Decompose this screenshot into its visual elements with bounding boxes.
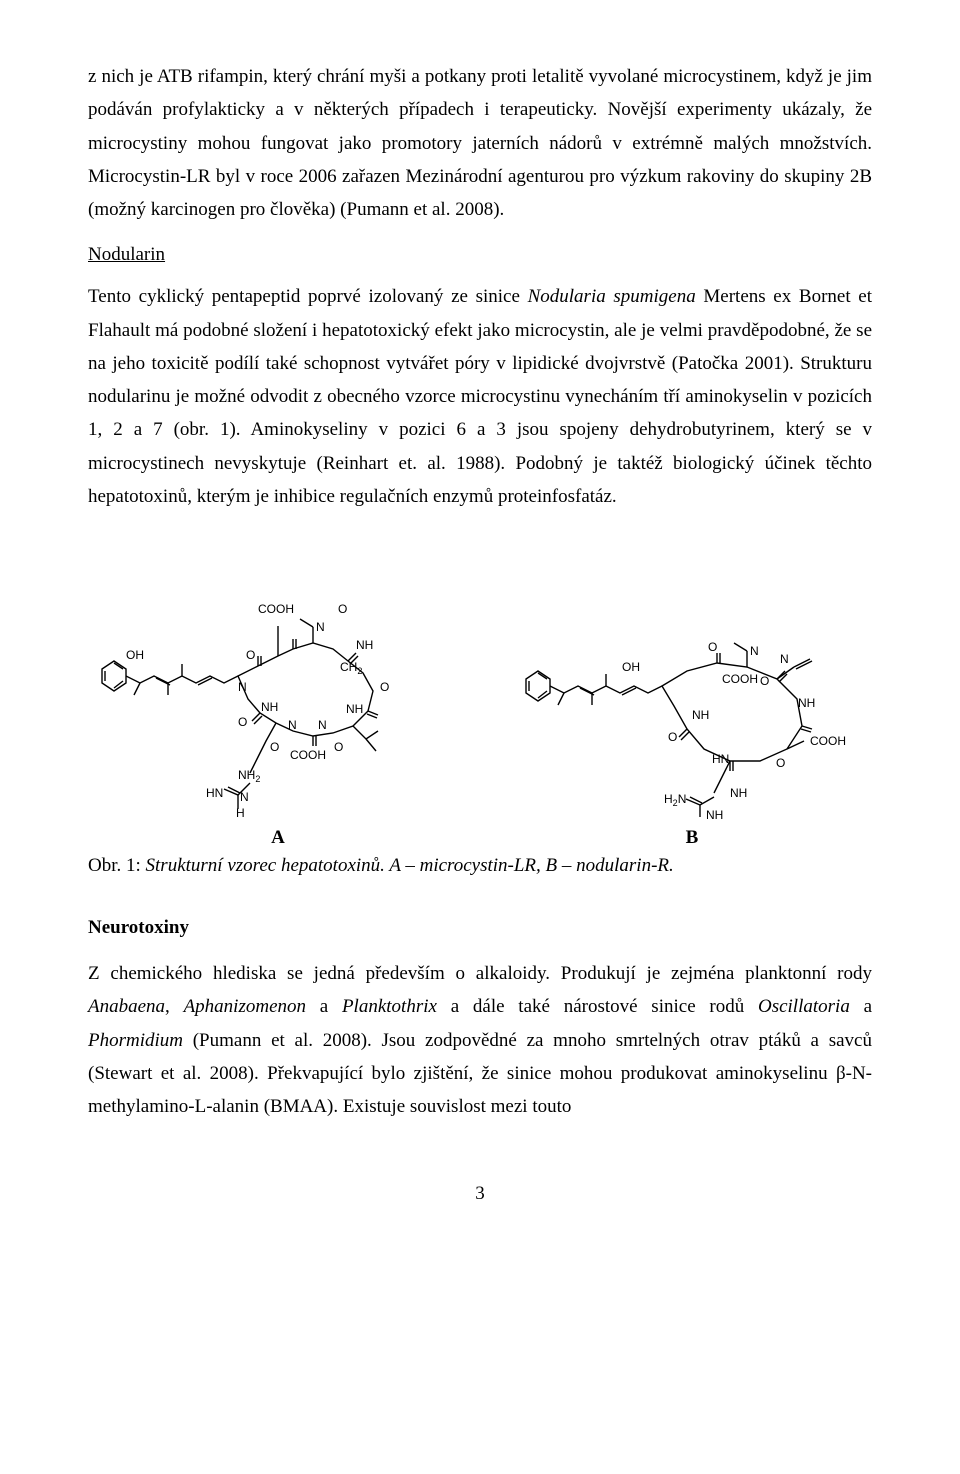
chem-label-o-lb: O bbox=[668, 730, 677, 744]
chem-label-nh-b2: NH bbox=[692, 708, 709, 722]
chem-label-n-top: N bbox=[316, 620, 325, 634]
chem-label-h: H bbox=[236, 806, 245, 820]
chem-label-o-l: O bbox=[238, 715, 247, 729]
page-number: 3 bbox=[88, 1183, 872, 1205]
para3-e: a bbox=[306, 996, 342, 1017]
para2-text-a: Tento cyklický pentapeptid poprvé izolov… bbox=[88, 286, 528, 307]
para3-genus-4: Oscillatoria bbox=[758, 996, 850, 1017]
chem-label-o-b2: O bbox=[334, 740, 343, 754]
chem-label-hn: HN bbox=[206, 786, 223, 800]
chem-label-n-mid2: N bbox=[318, 718, 327, 732]
chem-label-nh-g: NH bbox=[706, 808, 723, 821]
chem-label-o-lt: O bbox=[246, 648, 255, 662]
chem-label-cooh-bot: COOH bbox=[290, 748, 326, 762]
chem-label-nh-b1: NH bbox=[798, 696, 815, 710]
paragraph-2: Tento cyklický pentapeptid poprvé izolov… bbox=[88, 280, 872, 513]
para3-genus-2: Aphanizomenon bbox=[184, 996, 306, 1017]
chem-label-n-topb: N bbox=[750, 644, 759, 658]
heading-nodularin: Nodularin bbox=[88, 244, 872, 266]
para3-c: , bbox=[165, 996, 184, 1017]
molecule-nodularin-r-icon: OH N N bbox=[512, 571, 872, 821]
chem-label-oh-b: OH bbox=[622, 660, 640, 674]
chem-label-hn-b: HN bbox=[712, 752, 729, 766]
chem-label-o-tb2: O bbox=[708, 640, 717, 654]
chem-label-o-rb: O bbox=[776, 756, 785, 770]
para3-a: Z chemického hlediska se jedná především… bbox=[88, 963, 872, 984]
paragraph-1: z nich je ATB rifampin, který chrání myš… bbox=[88, 60, 872, 226]
para3-genus-1: Anabaena bbox=[88, 996, 165, 1017]
chem-label-cooh-rb: COOH bbox=[810, 734, 846, 748]
figure-panel-a: OH COOH bbox=[88, 531, 468, 849]
chem-label-cooh-topb: COOH bbox=[722, 672, 758, 686]
chem-label-o-b1: O bbox=[270, 740, 279, 754]
figure-panel-b-label: B bbox=[686, 827, 699, 849]
chem-label-n-topb2: N bbox=[780, 652, 789, 666]
chem-label-n-left: N bbox=[238, 680, 247, 694]
para3-genus-3: Planktothrix bbox=[342, 996, 437, 1017]
molecule-microcystin-lr-icon: OH COOH bbox=[88, 531, 468, 821]
figure-1: OH COOH bbox=[88, 531, 872, 877]
figure-panel-b: OH N N bbox=[512, 571, 872, 849]
figure-panels: OH COOH bbox=[88, 531, 872, 849]
chem-label-nh2: NH2 bbox=[238, 768, 260, 784]
figure-1-caption: Obr. 1: Strukturní vzorec hepatotoxinů. … bbox=[88, 855, 872, 877]
para3-genus-5: Phormidium bbox=[88, 1030, 183, 1051]
figure-caption-prefix: Obr. 1: bbox=[88, 855, 146, 876]
heading-neurotoxiny: Neurotoxiny bbox=[88, 917, 872, 939]
chem-label-nh-1: NH bbox=[356, 638, 373, 652]
chem-label-nh-tail: NH bbox=[730, 786, 747, 800]
chem-label-nh-2: NH bbox=[346, 702, 363, 716]
chem-label-h2n: H2N bbox=[664, 792, 686, 808]
para3-i: a bbox=[850, 996, 872, 1017]
chem-label-ch2: CH2 bbox=[340, 660, 362, 676]
para3-k: (Pumann et al. 2008). Jsou zodpovědné za… bbox=[88, 1030, 872, 1118]
chem-label-nh-3: NH bbox=[261, 700, 278, 714]
para3-g: a dále také nárostové sinice rodů bbox=[437, 996, 758, 1017]
chem-label-cooh-top: COOH bbox=[258, 602, 294, 616]
figure-caption-body: Strukturní vzorec hepatotoxinů. A – micr… bbox=[146, 855, 674, 876]
chem-label-o-top: O bbox=[338, 602, 347, 616]
paragraph-3: Z chemického hlediska se jedná především… bbox=[88, 957, 872, 1123]
para2-text-c: Mertens ex Bornet et Flahault má podobné… bbox=[88, 286, 872, 507]
figure-panel-a-label: A bbox=[271, 827, 285, 849]
chem-label-n-mid: N bbox=[288, 718, 297, 732]
para2-species: Nodularia spumigena bbox=[528, 286, 696, 307]
chem-label-n-guani: N bbox=[240, 790, 249, 804]
chem-label-o-tb: O bbox=[760, 674, 769, 688]
chem-label-oh: OH bbox=[126, 648, 144, 662]
chem-label-o-r: O bbox=[380, 680, 389, 694]
